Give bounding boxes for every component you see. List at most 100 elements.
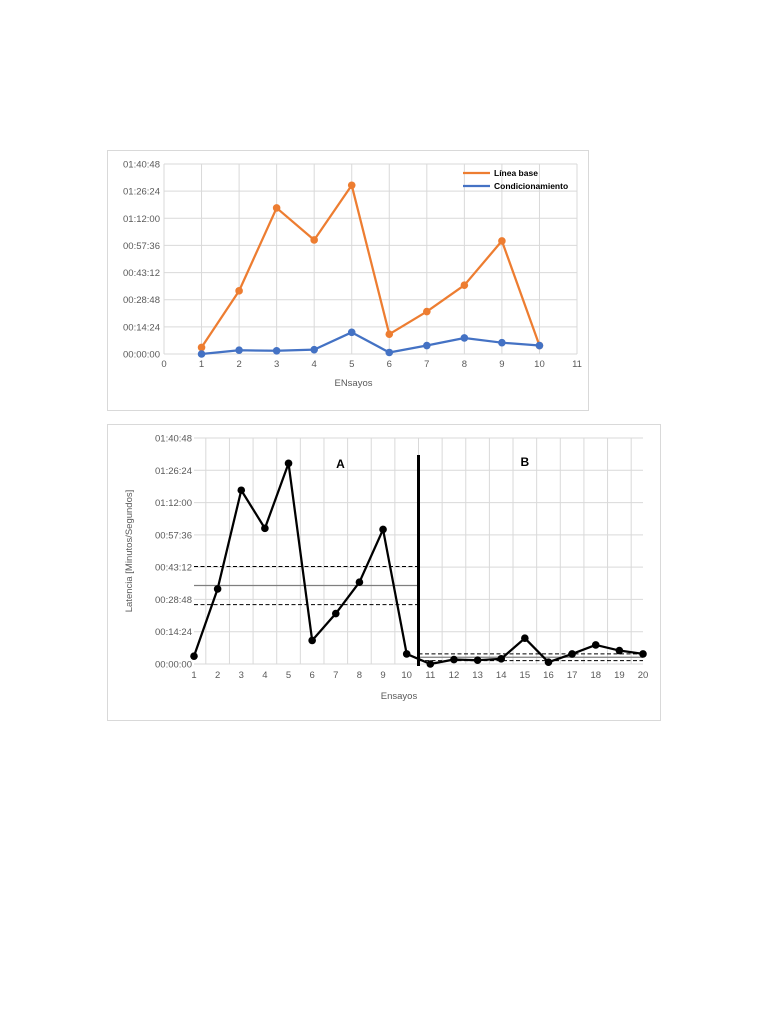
x-tick-label: 10 (534, 359, 545, 370)
data-point (591, 641, 600, 649)
x-tick-label: 7 (424, 359, 429, 370)
data-point (235, 346, 243, 355)
x-tick-label: 3 (239, 670, 244, 681)
x-tick-label: 4 (312, 359, 317, 370)
y-tick-label: 01:26:24 (123, 187, 160, 198)
data-point (347, 328, 356, 337)
series-line (200, 184, 541, 349)
x-tick-label: 5 (286, 670, 291, 681)
legend-label: Línea base (494, 168, 538, 178)
y-tick-label: 00:28:48 (123, 295, 160, 306)
data-point (423, 307, 431, 316)
data-point (213, 585, 222, 593)
x-tick-label: 9 (499, 359, 504, 370)
x-tick-label: 2 (236, 359, 241, 370)
chart-2-svg: 00:00:00 00:14:24 00:28:48 00:43:12 00:57:36… (124, 434, 649, 703)
data-point (261, 524, 269, 533)
y-tick-label: 01:40:48 (155, 434, 192, 445)
y-tick-label: 00:00:00 (155, 660, 192, 671)
y-tick-label: 00:14:24 (155, 627, 192, 638)
y-tick-label: 01:12:00 (123, 214, 160, 225)
x-tick-label: 1 (191, 670, 196, 681)
data-point (331, 609, 340, 618)
x-tick-label: 11 (572, 359, 582, 370)
data-point (460, 334, 469, 342)
data-point (460, 281, 469, 290)
data-point (639, 650, 647, 658)
data-point (347, 181, 356, 190)
x-tick-label: 12 (449, 670, 460, 681)
data-point (568, 650, 576, 658)
data-point (423, 341, 431, 350)
y-tick-label: 00:43:12 (155, 563, 192, 574)
x-tick-label: 5 (349, 359, 354, 370)
data-point (190, 652, 198, 660)
data-point (385, 330, 394, 339)
data-point (498, 338, 506, 347)
x-tick-label: 1 (199, 359, 204, 370)
phase-label-b: B (521, 455, 530, 469)
data-point (308, 636, 316, 645)
data-point (237, 486, 246, 495)
y-tick-label: 01:26:24 (155, 466, 192, 477)
x-tick-label: 18 (590, 670, 601, 681)
x-tick-label: 14 (496, 670, 507, 681)
y-axis-label: Latencia [Minutos/Segundos] (124, 490, 135, 613)
data-point (498, 237, 506, 245)
legend-label: Condicionamiento (494, 181, 568, 191)
x-tick-label: 10 (401, 670, 412, 681)
phase-label-a: A (336, 457, 345, 471)
data-point (402, 650, 411, 658)
chart-1-svg: 00:00:00 00:14:24 00:28:48 00:43:12 00:57:36… (123, 160, 582, 390)
x-axis-label: Ensayos (381, 691, 418, 702)
data-point (535, 341, 544, 350)
x-tick-label: 11 (425, 670, 435, 681)
y-tick-label: 01:40:48 (123, 160, 160, 171)
x-tick-label: 20 (638, 670, 649, 681)
y-tick-label: 00:57:36 (155, 530, 192, 541)
data-point (379, 525, 387, 534)
data-point (450, 655, 458, 664)
x-tick-label: 9 (380, 670, 385, 681)
y-tick-label: 00:14:24 (123, 322, 160, 333)
data-point (497, 655, 506, 663)
series-line (192, 462, 644, 666)
x-axis-label: ENsayos (334, 378, 372, 389)
data-point (235, 287, 243, 295)
y-tick-label: 00:28:48 (155, 595, 192, 606)
data-point (310, 236, 318, 244)
y-tick-label: 01:12:00 (155, 498, 192, 509)
data-point (284, 459, 293, 468)
data-point (272, 204, 281, 212)
data-point (355, 578, 364, 586)
series-line (201, 331, 540, 356)
x-tick-label: 7 (333, 670, 338, 681)
x-tick-label: 2 (215, 670, 220, 681)
x-tick-label: 13 (472, 670, 483, 681)
x-tick-label: 8 (462, 359, 467, 370)
x-tick-label: 17 (567, 670, 578, 681)
y-tick-label: 00:57:36 (123, 241, 160, 252)
x-tick-label: 0 (161, 359, 166, 370)
data-point (521, 634, 529, 643)
data-point (615, 646, 624, 655)
x-tick-label: 8 (357, 670, 362, 681)
chart-2-panel: 00:00:00 00:14:24 00:28:48 00:43:12 00:57:36… (107, 424, 661, 721)
y-tick-label: 00:00:00 (123, 350, 160, 361)
x-tick-label: 16 (543, 670, 554, 681)
x-tick-label: 6 (310, 670, 315, 681)
x-tick-label: 19 (614, 670, 625, 681)
x-tick-label: 4 (262, 670, 267, 681)
data-point (197, 350, 206, 358)
y-tick-label: 00:43:12 (123, 268, 160, 279)
data-point (426, 660, 435, 668)
x-tick-label: 15 (520, 670, 531, 681)
data-point (473, 656, 482, 664)
x-tick-label: 3 (274, 359, 279, 370)
data-point (544, 658, 553, 667)
data-point (272, 346, 281, 355)
x-tick-label: 6 (387, 359, 392, 370)
chart-1-panel: 00:00:00 00:14:24 00:28:48 00:43:12 00:57:36… (107, 150, 589, 411)
data-point (385, 348, 394, 357)
data-point (310, 345, 318, 354)
